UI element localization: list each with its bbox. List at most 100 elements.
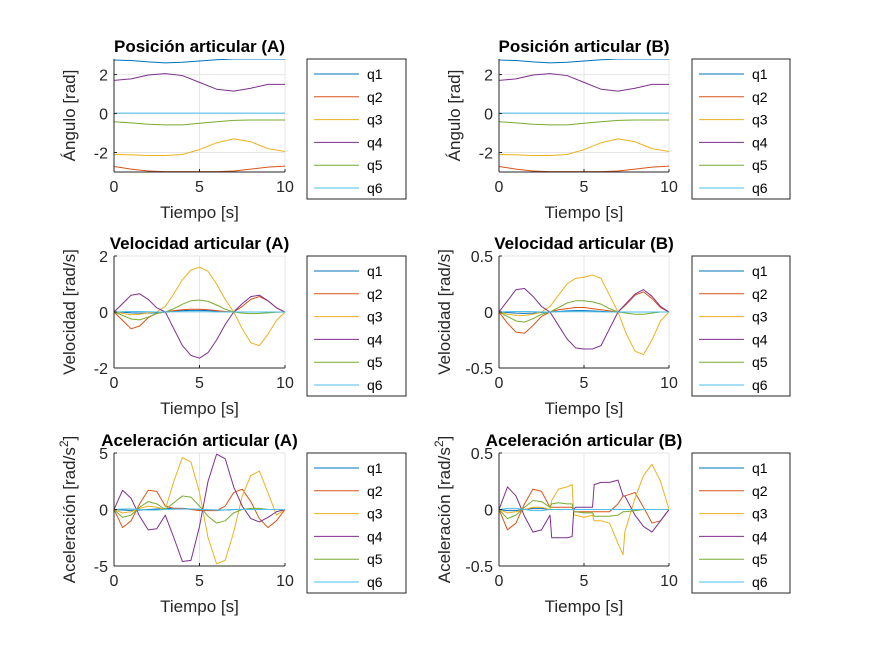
legend-label-q1: q1	[367, 66, 383, 82]
legend-label-q6: q6	[367, 574, 383, 590]
x-tick-label: 5	[195, 375, 204, 392]
x-tick-label: 10	[276, 179, 294, 196]
series-line-q5	[499, 119, 669, 126]
y-tick-label: -2	[94, 146, 108, 163]
y-tick-label: 0	[484, 305, 493, 322]
y-tick-label: 0	[99, 503, 108, 520]
y-axis-label: Aceleración [rad/s2]	[57, 436, 79, 584]
y-tick-label: -2	[479, 146, 493, 163]
legend-label-q2: q2	[752, 483, 768, 499]
y-axis-label-close: ]	[60, 436, 79, 441]
y-tick-label: -5	[94, 559, 108, 576]
series-line-q4	[499, 287, 669, 350]
legend-label-q6: q6	[367, 377, 383, 393]
y-axis-label-main: Velocidad [rad/s]	[435, 249, 454, 375]
legend-label-q2: q2	[367, 89, 383, 105]
y-axis-label: Velocidad [rad/s]	[60, 249, 79, 375]
y-axis-label: Ángulo [rad]	[60, 70, 79, 162]
chart-title: Velocidad articular (A)	[110, 234, 290, 253]
y-tick-label: 5	[99, 446, 108, 463]
legend-label-q6: q6	[752, 574, 768, 590]
series-line-q2	[114, 296, 285, 330]
legend-label-q6: q6	[752, 377, 768, 393]
x-tick-label: 0	[495, 573, 504, 590]
legend-label-q2: q2	[367, 286, 383, 302]
legend-label-q2: q2	[367, 483, 383, 499]
legend: q1 q2 q3 q4 q5 q6	[306, 255, 407, 397]
y-tick-label: 0.5	[471, 446, 493, 463]
legend-label-q3: q3	[752, 506, 768, 522]
series-group	[499, 274, 669, 356]
x-tick-label: 5	[195, 573, 204, 590]
legend-label-q6: q6	[752, 180, 768, 196]
legend-label-q3: q3	[752, 309, 768, 325]
y-axis-label-main: Aceleración [rad/s	[60, 447, 79, 583]
legend-label-q3: q3	[752, 112, 768, 128]
series-line-q4	[114, 293, 285, 359]
legend: q1 q2 q3 q4 q5 q6	[691, 58, 791, 200]
x-tick-label: 10	[660, 179, 678, 196]
legend-label-q4: q4	[752, 528, 768, 544]
y-axis-label-main: Velocidad [rad/s]	[60, 249, 79, 375]
chart-title: Aceleración articular (A)	[101, 431, 298, 450]
y-axis-label-main: Ángulo [rad]	[445, 70, 464, 162]
series-line-q2	[114, 488, 285, 529]
series-line-q6	[114, 508, 285, 511]
y-tick-label: 0.5	[471, 249, 493, 266]
series-group	[499, 463, 669, 556]
legend-label-q5: q5	[752, 551, 768, 567]
legend-label-q1: q1	[367, 263, 383, 279]
x-tick-label: 10	[660, 573, 678, 590]
legend-box	[306, 452, 407, 594]
series-line-q3	[114, 457, 285, 565]
series-line-q6	[114, 310, 285, 313]
series-line-q3	[499, 138, 669, 156]
series-line-q2	[499, 291, 669, 334]
legend-label-q4: q4	[367, 331, 383, 347]
legend: q1 q2 q3 q4 q5 q6	[306, 58, 407, 200]
y-tick-label: 2	[99, 68, 108, 85]
y-axis-label-superscript: 2	[57, 440, 71, 447]
legend-box	[306, 58, 407, 200]
y-tick-label: 0	[99, 107, 108, 124]
x-axis-label: Tiempo [s]	[160, 597, 239, 616]
legend-label-q4: q4	[367, 528, 383, 544]
chart-title: Velocidad articular (B)	[494, 234, 674, 253]
legend-label-q3: q3	[367, 112, 383, 128]
legend-label-q1: q1	[752, 66, 768, 82]
series-line-q4	[114, 73, 285, 92]
chart-title: Posición articular (B)	[499, 37, 670, 56]
x-tick-label: 10	[276, 375, 294, 392]
legend-label-q2: q2	[752, 286, 768, 302]
legend-label-q1: q1	[367, 460, 383, 476]
y-axis-label-close: ]	[435, 436, 454, 441]
y-axis-label: Aceleración [rad/s2]	[432, 436, 454, 584]
legend-label-q4: q4	[367, 134, 383, 150]
x-axis-label: Tiempo [s]	[545, 399, 624, 418]
y-tick-label: -0.5	[465, 361, 493, 378]
legend-box	[691, 452, 791, 594]
x-tick-label: 5	[195, 179, 204, 196]
y-tick-label: -0.5	[465, 559, 493, 576]
legend-label-q5: q5	[367, 551, 383, 567]
legend: q1 q2 q3 q4 q5 q6	[306, 452, 407, 594]
y-axis-label: Ángulo [rad]	[445, 70, 464, 162]
legend-label-q3: q3	[367, 309, 383, 325]
series-line-q2	[499, 488, 669, 531]
series-group	[114, 453, 285, 565]
legend-label-q3: q3	[367, 506, 383, 522]
x-tick-label: 10	[660, 375, 678, 392]
series-line-q3	[114, 138, 285, 156]
y-tick-label: 0	[484, 107, 493, 124]
x-axis-label: Tiempo [s]	[160, 399, 239, 418]
legend-label-q5: q5	[367, 157, 383, 173]
legend-label-q4: q4	[752, 134, 768, 150]
x-axis-label: Tiempo [s]	[160, 203, 239, 222]
legend-label-q1: q1	[752, 263, 768, 279]
legend-box	[691, 255, 791, 397]
